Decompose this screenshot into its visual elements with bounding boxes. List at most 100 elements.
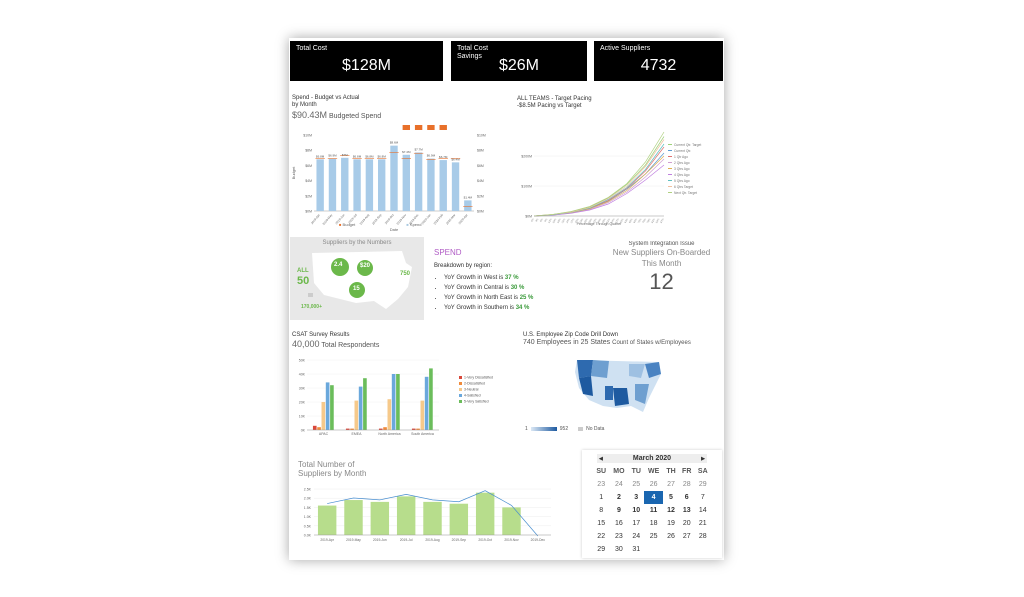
x-tick-label: 2019-Sep [452, 538, 466, 542]
bar-data-label: $7M [342, 153, 348, 157]
calendar-day[interactable]: 1 [599, 494, 604, 501]
legend-label: 1 Qtr Ago [674, 155, 688, 159]
suppliers-numbers-infographic: Suppliers by the Numbers 2.4 $20 15 ALL … [290, 237, 424, 320]
y-tick-label: 1.5K [304, 506, 312, 510]
calendar-week: 23 24 25 26 27 28 29 [593, 478, 711, 491]
legend-swatch [668, 186, 672, 187]
x-tick-label: 2019-Jul [347, 213, 358, 225]
bar-data-label: $6.4M [451, 157, 460, 161]
legend-label: 5 Qtrs Ago [674, 179, 690, 183]
spend-bar [402, 154, 410, 211]
csat-bar [387, 399, 392, 430]
legend-swatch [668, 162, 672, 163]
calendar-day[interactable]: 20 [682, 520, 691, 527]
spend-bar [378, 159, 386, 211]
x-tick-label: 2019-Jun [373, 538, 387, 542]
calendar-day[interactable]: 14 [698, 507, 707, 514]
calendar-day[interactable]: 2 [616, 494, 621, 501]
x-tick-label: 75% [642, 217, 647, 224]
x-tick-label: 2019-Aug [359, 213, 371, 226]
spend-legend: ■ Budget ■ Spend [339, 222, 422, 227]
calendar-grid: SU MO TU WE TH FR SA 23 24 25 26 27 28 29 1 2 3 4 5 6 7 8 9 10… [593, 465, 711, 556]
supplier-bar [344, 500, 363, 535]
kpi-active-suppliers: Active Suppliers 4732 [594, 41, 723, 81]
calendar-day[interactable]: 5 [669, 494, 673, 501]
y2-tick-label: $4M [477, 179, 484, 183]
calendar-day[interactable]: 7 [700, 494, 705, 501]
suppliers-month-panel: Total Number of Suppliers by Month [298, 460, 448, 478]
kpi-value: $128M [342, 57, 391, 74]
csat-bar [383, 427, 387, 430]
calendar-day[interactable]: 27 [667, 481, 675, 488]
x-tick-label: 2020-Apr [458, 213, 469, 225]
x-tick-label: 2019-Dec [531, 538, 546, 542]
y-tick-label: 2.5K [304, 488, 312, 492]
calendar-day[interactable]: 21 [698, 520, 707, 527]
calendar-day[interactable]: 24 [614, 481, 623, 488]
legend-label: 2 Qtrs Ago [674, 161, 690, 165]
calendar-day[interactable]: 9 [616, 507, 621, 514]
next-month-button[interactable]: ▶ [701, 455, 705, 462]
calendar-day[interactable]: 10 [632, 507, 641, 514]
calendar-day[interactable]: 16 [614, 520, 623, 527]
zip-map-label: Count of States w/Employees [612, 340, 691, 346]
spend-list: YoY Growth in West is 37 % YoY Growth in… [434, 273, 584, 313]
spend-bar [390, 145, 398, 211]
calendar-day[interactable]: 8 [599, 507, 604, 514]
x-tick-label: 78% [646, 217, 651, 224]
calendar-day[interactable]: 27 [682, 533, 691, 540]
bar-data-label: $6.8M [365, 154, 374, 158]
x-tick-label: 2019-Apr [310, 213, 321, 225]
calendar-day[interactable]: 29 [698, 481, 707, 488]
calendar-day[interactable]: 4 [644, 491, 664, 504]
calendar-day[interactable]: 23 [614, 533, 623, 540]
calendar-day[interactable]: 26 [667, 533, 675, 540]
zip-map-title: U.S. Employee Zip Code Drill Down [523, 332, 619, 338]
kpi-value: $26M [498, 57, 540, 74]
calendar-day [679, 543, 695, 556]
calendar-day[interactable]: 19 [667, 520, 675, 527]
y2-tick-label: $6M [477, 164, 484, 168]
x-tick-label: 6% [539, 217, 544, 222]
calendar-day[interactable]: 28 [682, 481, 691, 488]
calendar-day[interactable]: 11 [649, 507, 658, 514]
y2-tick-label: $10M [477, 134, 486, 138]
calendar-day[interactable]: 26 [649, 481, 658, 488]
calendar-day[interactable]: 17 [632, 520, 641, 527]
calendar-day[interactable]: 18 [649, 520, 658, 527]
stat-bubble-3: 15 [353, 286, 360, 292]
y-tick-label: 30K [299, 387, 306, 391]
calendar-day[interactable]: 30 [614, 546, 623, 553]
y-tick-label: 20K [299, 401, 306, 405]
stat-170000: 170,000+ [301, 304, 322, 310]
calendar-day[interactable]: 25 [632, 481, 641, 488]
x-axis-label: Date [390, 227, 399, 232]
calendar-day[interactable]: 22 [597, 533, 606, 540]
prev-month-button[interactable]: ◀ [599, 455, 603, 462]
calendar-day[interactable]: 25 [649, 533, 658, 540]
x-tick-label: 2019-Nov [504, 538, 519, 542]
calendar-day[interactable]: 12 [667, 507, 675, 514]
calendar-day[interactable]: 15 [597, 520, 606, 527]
calendar-day[interactable]: 3 [634, 494, 639, 501]
x-tick-label: 81% [651, 217, 656, 224]
calendar-day [663, 543, 679, 556]
supplier-bar [317, 505, 337, 535]
csat-bar [396, 374, 400, 430]
x-tick-label: 66% [628, 217, 633, 224]
calendar-day[interactable]: 28 [698, 533, 707, 540]
calendar-day[interactable]: 31 [632, 546, 641, 553]
calendar-day[interactable]: 6 [684, 494, 689, 501]
calendar-day[interactable]: 29 [597, 546, 606, 553]
x-tick-label: EMEA [352, 432, 363, 436]
csat-bar [424, 376, 429, 430]
system-integration-title: System Integration Issue [628, 241, 695, 247]
x-tick-label: 3% [535, 217, 540, 222]
calendar-day[interactable]: 13 [682, 507, 691, 514]
legend-label: 2-Dissatisfied [464, 382, 485, 386]
calendar-day[interactable]: 23 [597, 481, 606, 488]
calendar-day[interactable]: 24 [632, 533, 641, 540]
csat-bar [411, 428, 416, 430]
list-item: YoY Growth in Central is 30 % [444, 283, 584, 293]
spend-bar [353, 159, 361, 211]
